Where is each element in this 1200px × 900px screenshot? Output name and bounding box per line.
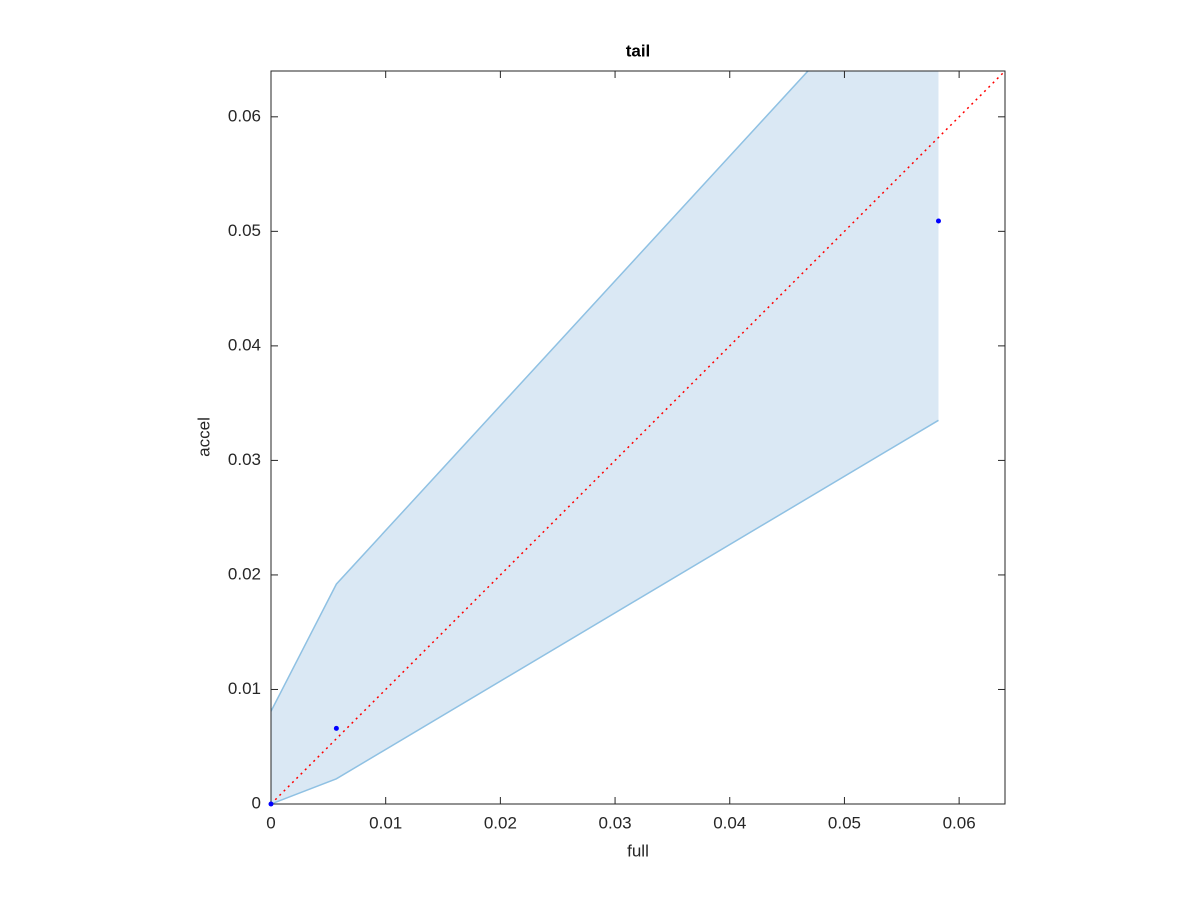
y-axis-label: accel [194,417,213,457]
y-tick-label: 0.03 [228,450,261,469]
x-tick-label: 0.02 [484,813,517,832]
reference-line [271,71,1005,804]
x-tick-label: 0.03 [599,813,632,832]
x-tick-label: 0.06 [943,813,976,832]
data-point [333,725,339,731]
chart-title: tail [626,41,651,60]
x-axis-label: full [627,841,649,860]
x-tick-label: 0.04 [713,813,746,832]
data-point [935,218,941,224]
band-edge [271,71,809,712]
axes-box [270,70,1006,805]
y-tick-label: 0.02 [228,564,261,583]
band-edge [271,419,939,804]
x-tick-label: 0.01 [369,813,402,832]
y-tick-label: 0 [252,793,261,812]
y-tick-label: 0.01 [228,679,261,698]
x-tick-label: 0.05 [828,813,861,832]
y-tick-label: 0.05 [228,221,261,240]
y-tick-label: 0.04 [228,335,261,354]
data-point [268,801,274,807]
y-tick-label: 0.06 [228,106,261,125]
x-tick-label: 0 [266,813,275,832]
band-area [271,71,939,804]
plot-area [271,71,1005,804]
